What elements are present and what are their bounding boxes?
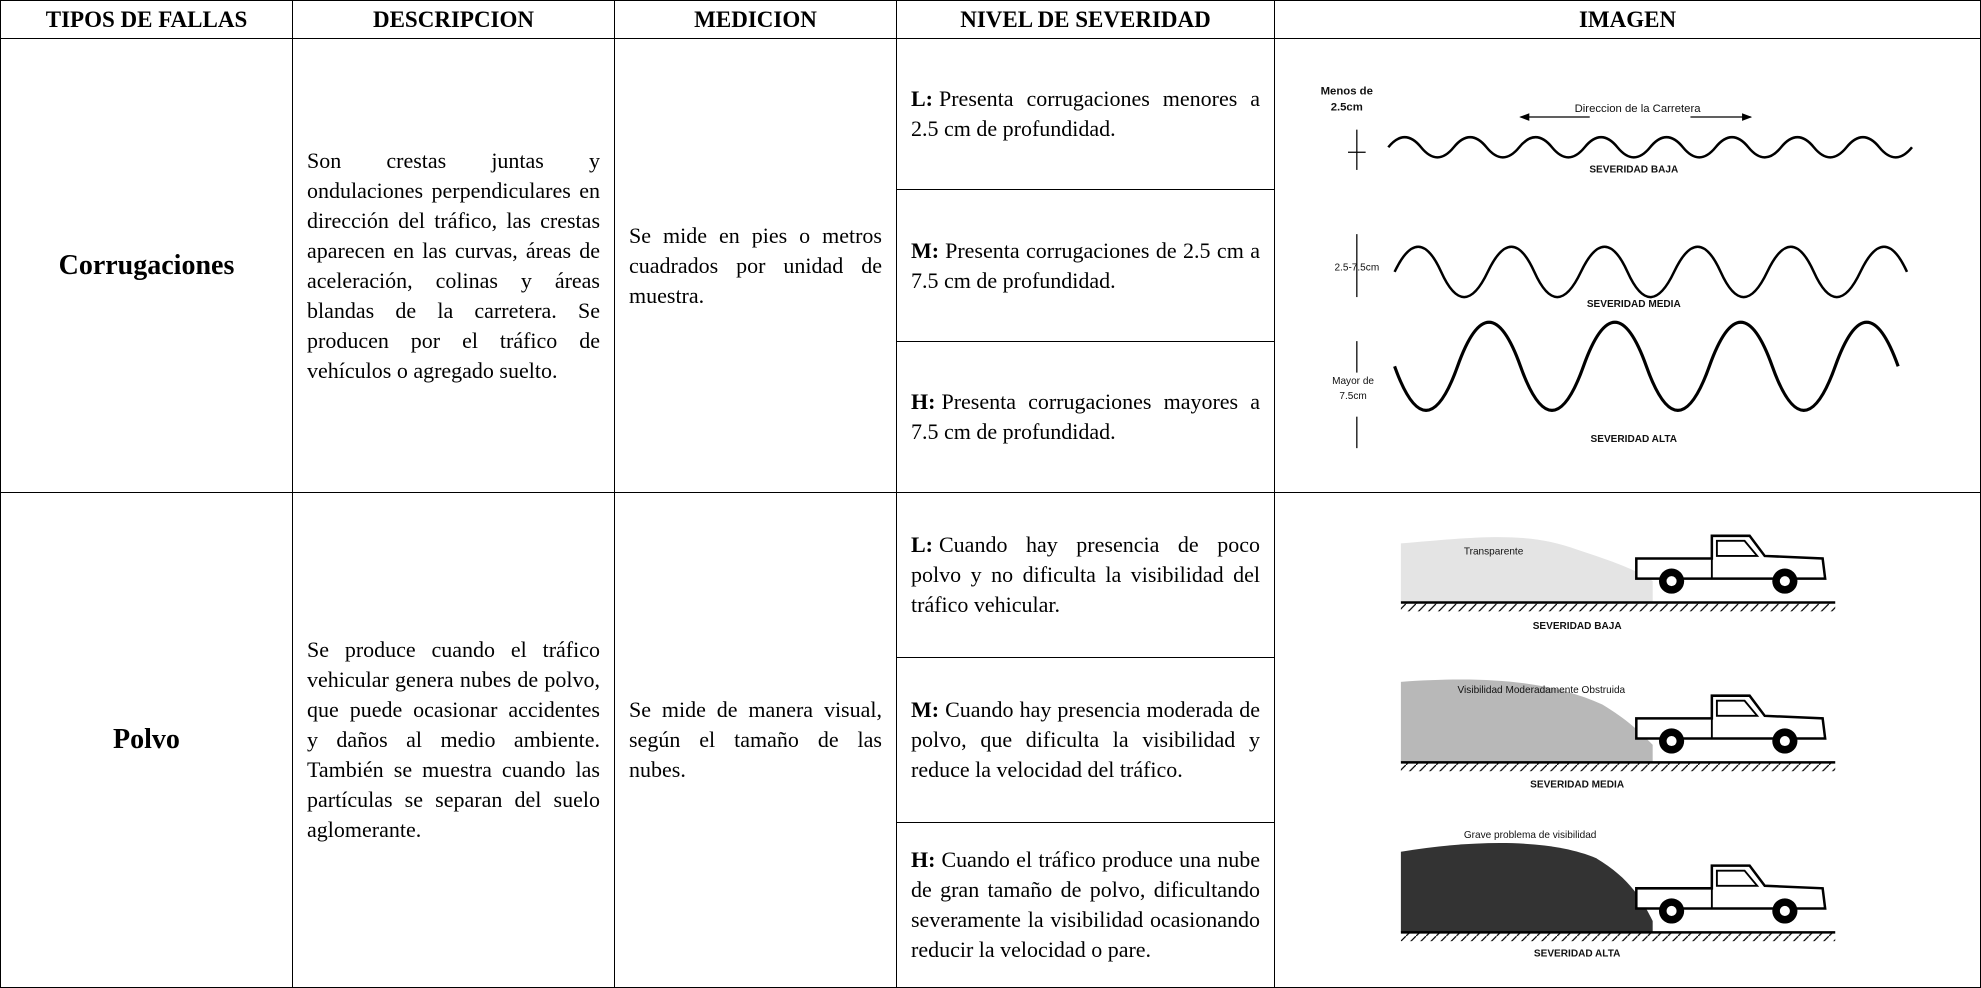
header: NIVEL DE SEVERIDAD: [896, 0, 1275, 39]
image-label: Visibilidad Moderadamente Obstruida: [1458, 685, 1626, 696]
row: Corrugaciones Son crestas juntas y ondul…: [0, 37, 1981, 494]
header: MEDICION: [614, 0, 897, 39]
wave: [1393, 320, 1900, 412]
severity-text: Cuando hay presencia moderada de polvo, …: [911, 696, 1260, 782]
measurement: Se mide en pies o metros cuadrados por u…: [614, 37, 897, 494]
truck: [1635, 694, 1827, 754]
image-label: Menos de: [1321, 85, 1373, 97]
row: H: Presenta corrugaciones mayores a 7.5 c…: [1, 340, 1981, 494]
image-cell: Transparente SEVERIDAD BAJA Visibilidad …: [1274, 492, 1981, 988]
header: IMAGEN: [1274, 0, 1981, 39]
image-label: SEVERIDAD MEDIA: [1587, 299, 1681, 310]
image-label: Transparente: [1464, 547, 1524, 558]
corrugation-image: Menos de 2.5cm Direccion de la Carretera…: [1321, 85, 1913, 449]
header: DESCRIPCION: [292, 0, 615, 39]
description: Son crestas juntas y ondulaciones perpen…: [292, 37, 615, 494]
row: M: Cuando hay presencia moderada de polvo…: [1, 657, 1981, 823]
ground: [1400, 932, 1836, 942]
header: TIPOS DE FALLAS: [0, 0, 293, 39]
fault-type: Polvo: [0, 492, 293, 988]
image-label: SEVERIDAD BAJA: [1589, 164, 1678, 175]
severity: H: Cuando el tráfico produce una nube de …: [896, 821, 1275, 988]
severity-text: Cuando hay presencia de poco polvo y no …: [911, 532, 1260, 618]
severity-text: Presenta corrugaciones mayores a 7.5 cm …: [911, 388, 1260, 444]
header-row: TIPOS DE FALLAS DESCRIPCION MEDICION NIV…: [0, 0, 1981, 39]
image-label: 7.5cm: [1339, 391, 1366, 402]
image-label: SEVERIDAD MEDIA: [1530, 780, 1624, 791]
severity: H: Presenta corrugaciones mayores a 7.5 c…: [896, 340, 1275, 494]
level: M:: [911, 237, 940, 263]
image-label: 2.5cm: [1331, 102, 1363, 114]
severity-text: Cuando el tráfico produce una nube de gr…: [911, 846, 1260, 962]
fault-type: Corrugaciones: [0, 37, 293, 494]
image-label: SEVERIDAD ALTA: [1591, 434, 1677, 445]
severity: M: Presenta corrugaciones de 2.5 cm a 7.5…: [896, 189, 1275, 342]
image-label: 2.5-7.5cm: [1334, 263, 1379, 274]
ground: [1400, 762, 1836, 772]
severity: L: Presenta corrugaciones menores a 2.5 c…: [896, 37, 1275, 191]
level: M:: [911, 696, 940, 722]
row: H: Cuando el tráfico produce una nube de …: [1, 821, 1981, 988]
level: L:: [911, 86, 933, 112]
ground: [1400, 602, 1836, 612]
truck: [1635, 534, 1827, 594]
image-label: Direccion de la Carretera: [1575, 103, 1702, 115]
wave: [1393, 245, 1909, 299]
wave: [1387, 135, 1913, 159]
severity-text: Presenta corrugaciones menores a 2.5 cm …: [911, 86, 1260, 142]
level: L:: [911, 532, 933, 558]
truck: [1635, 864, 1827, 924]
dust: [1400, 537, 1653, 603]
image-label: SEVERIDAD BAJA: [1533, 621, 1622, 632]
image-label: Grave problema de visibilidad: [1464, 830, 1597, 841]
level: H:: [911, 388, 936, 414]
measurement: Se mide de manera visual, según el tamañ…: [614, 492, 897, 988]
dust: [1400, 679, 1653, 763]
image-cell: Menos de 2.5cm Direccion de la Carretera…: [1274, 37, 1981, 494]
level: H:: [911, 846, 936, 872]
severity: M: Cuando hay presencia moderada de polvo…: [896, 657, 1275, 823]
severity-text: Presenta corrugaciones de 2.5 cm a 7.5 c…: [911, 237, 1260, 293]
row: Polvo Se produce cuando el tráfico vehic…: [0, 492, 1981, 988]
description: Se produce cuando el tráfico vehicular g…: [292, 492, 615, 988]
image-label: Mayor de: [1332, 376, 1374, 387]
dust: [1400, 843, 1653, 933]
dust-image: Transparente SEVERIDAD BAJA Visibilidad …: [1400, 534, 1836, 959]
row: M: Presenta corrugaciones de 2.5 cm a 7.5…: [1, 189, 1981, 342]
severity: L: Cuando hay presencia de poco polvo y n…: [896, 492, 1275, 659]
image-label: SEVERIDAD ALTA: [1534, 948, 1620, 959]
